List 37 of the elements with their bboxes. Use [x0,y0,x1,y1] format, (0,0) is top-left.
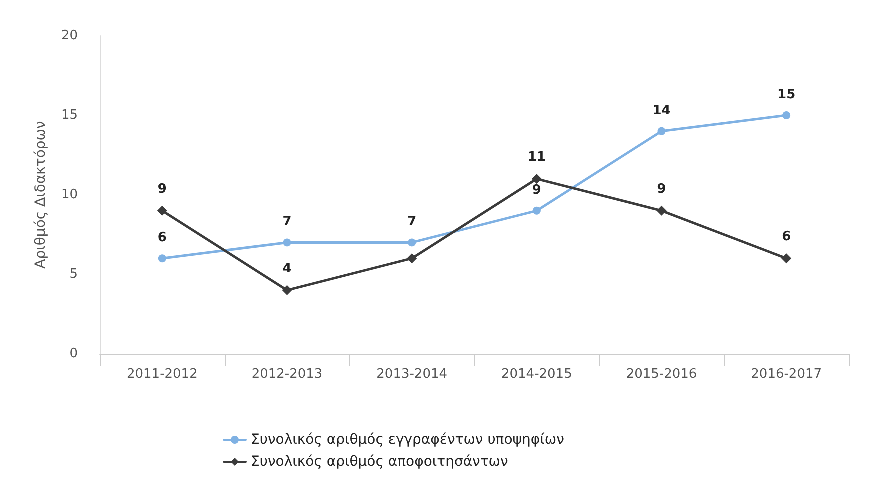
data-label: 6 [782,230,792,245]
point [532,174,542,184]
y-tick-label: 0 [70,346,78,362]
point [782,254,792,264]
y-tick-label: 15 [61,108,78,123]
point [408,238,416,247]
y-axis-title: Αριθμός Διδακτόρων [33,120,49,269]
data-label: 7 [282,214,292,230]
data-label: 9 [532,182,542,198]
x-tick-label: 2016-2017 [751,367,822,382]
point [282,285,292,296]
y-tick-label: 20 [61,28,78,44]
data-label: 15 [778,88,796,102]
data-label: 9 [158,182,167,197]
point [656,206,667,216]
y-tick-label: 5 [70,267,78,282]
x-tick-label: 2011-2012 [126,367,198,382]
point [407,254,418,264]
data-label: 6 [158,230,167,246]
x-tick-label: 2014-2015 [501,367,572,382]
data-label: 4 [282,261,292,276]
data-label: 7 [408,214,417,230]
point [532,206,541,215]
y-tick-label: 10 [61,188,78,202]
x-tick-label: 2013-2014 [376,367,448,382]
point [782,112,791,120]
point [158,254,166,263]
data-label: 14 [652,103,671,118]
point [658,127,666,136]
x-tick-label: 2012-2013 [252,367,323,382]
legend-label: Συνολικός αριθμός αποφοιτησάντων [251,454,509,470]
legend-label: Συνολικός αριθμός εγγραφέντων υποψηφίων [251,432,565,448]
x-tick-label: 2015-2016 [626,367,698,382]
data-label: 11 [528,150,546,166]
data-label: 9 [657,182,666,197]
point [157,206,168,216]
point [283,238,292,247]
